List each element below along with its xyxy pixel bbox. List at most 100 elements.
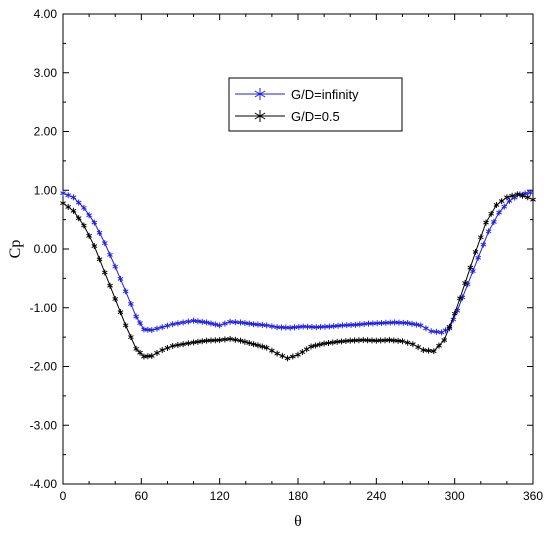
data-point <box>180 341 186 348</box>
data-point <box>490 218 497 225</box>
data-point <box>164 322 171 329</box>
x-tick-label: 360 <box>523 489 543 503</box>
legend-marker <box>254 88 266 100</box>
data-point <box>404 320 411 327</box>
x-tick-label: 180 <box>288 489 308 503</box>
data-point <box>399 338 406 345</box>
data-point <box>279 352 286 359</box>
y-tick-label: -4.00 <box>30 477 58 491</box>
data-point <box>227 335 233 342</box>
data-point <box>154 349 160 356</box>
data-point <box>70 207 77 214</box>
data-point <box>477 234 484 241</box>
data-point <box>329 339 336 346</box>
data-point <box>222 320 228 327</box>
data-point <box>250 341 257 348</box>
data-point <box>112 263 119 270</box>
data-point <box>148 327 155 334</box>
data-point <box>133 345 139 352</box>
data-point <box>524 194 531 201</box>
data-point <box>269 347 275 354</box>
data-point <box>269 323 275 330</box>
data-point <box>107 251 113 258</box>
data-point <box>506 197 513 204</box>
data-point <box>91 243 98 250</box>
data-point <box>289 353 296 360</box>
data-point <box>312 342 319 349</box>
y-tick-label: -1.00 <box>30 301 58 315</box>
data-point <box>496 209 502 216</box>
x-tick-label: 60 <box>135 489 149 503</box>
data-point <box>242 338 248 345</box>
data-point <box>470 268 476 275</box>
series-line <box>62 192 531 333</box>
data-point <box>321 340 327 347</box>
data-point <box>122 288 129 295</box>
data-point <box>112 295 119 302</box>
data-point <box>308 343 314 350</box>
legend-box <box>228 77 403 132</box>
data-point <box>325 340 332 346</box>
data-point <box>527 189 534 196</box>
x-tick-label: 0 <box>60 489 67 503</box>
data-point <box>409 320 415 327</box>
series-0 <box>60 189 534 336</box>
x-tick-label: 300 <box>445 489 465 503</box>
series-line <box>62 193 534 359</box>
data-point <box>498 198 505 205</box>
data-point <box>60 200 66 207</box>
y-tick-label: -2.00 <box>30 360 58 374</box>
data-point <box>522 190 529 197</box>
data-point <box>117 275 124 282</box>
data-point <box>117 309 124 316</box>
data-point <box>137 349 143 356</box>
data-point <box>70 194 77 201</box>
data-point <box>190 339 197 346</box>
data-point <box>430 348 437 355</box>
data-point <box>159 324 166 331</box>
data-point <box>232 336 239 343</box>
data-point <box>199 318 206 325</box>
data-point <box>159 347 166 354</box>
y-tick-label: 2.00 <box>34 125 58 139</box>
data-point <box>86 212 92 219</box>
data-point <box>462 280 468 287</box>
data-point <box>436 342 442 349</box>
data-point <box>185 340 192 347</box>
data-point <box>212 321 219 328</box>
data-point <box>284 355 291 362</box>
data-point <box>175 320 181 327</box>
y-tick-label: 0.00 <box>34 242 58 256</box>
data-point <box>185 318 192 325</box>
data-point <box>423 325 429 332</box>
data-point <box>190 317 197 324</box>
legend-item-1: G/D=0.5 <box>235 109 340 124</box>
data-point <box>180 319 186 326</box>
data-point <box>480 241 487 248</box>
data-point <box>417 322 424 329</box>
data-point <box>227 318 233 325</box>
data-point <box>246 320 253 327</box>
data-point <box>128 300 134 307</box>
data-point <box>415 344 421 351</box>
series-1 <box>60 191 536 362</box>
data-point <box>75 215 82 222</box>
legend: G/D=infinity G/D=0.5 <box>228 77 403 132</box>
y-tick-label: 1.00 <box>34 183 58 197</box>
data-point <box>514 191 521 198</box>
legend-marker <box>254 110 266 122</box>
data-point <box>316 341 323 348</box>
data-point <box>96 229 103 236</box>
data-point <box>216 322 223 329</box>
data-point <box>164 344 171 351</box>
y-axis-label: Cp <box>7 240 24 259</box>
data-point <box>154 325 160 332</box>
data-point <box>91 219 98 226</box>
data-point <box>81 222 87 229</box>
series-layer <box>60 189 536 362</box>
data-point <box>175 342 181 349</box>
legend-label: G/D=0.5 <box>291 109 340 124</box>
data-point <box>425 347 432 354</box>
data-point <box>485 228 492 235</box>
data-point <box>428 328 435 335</box>
